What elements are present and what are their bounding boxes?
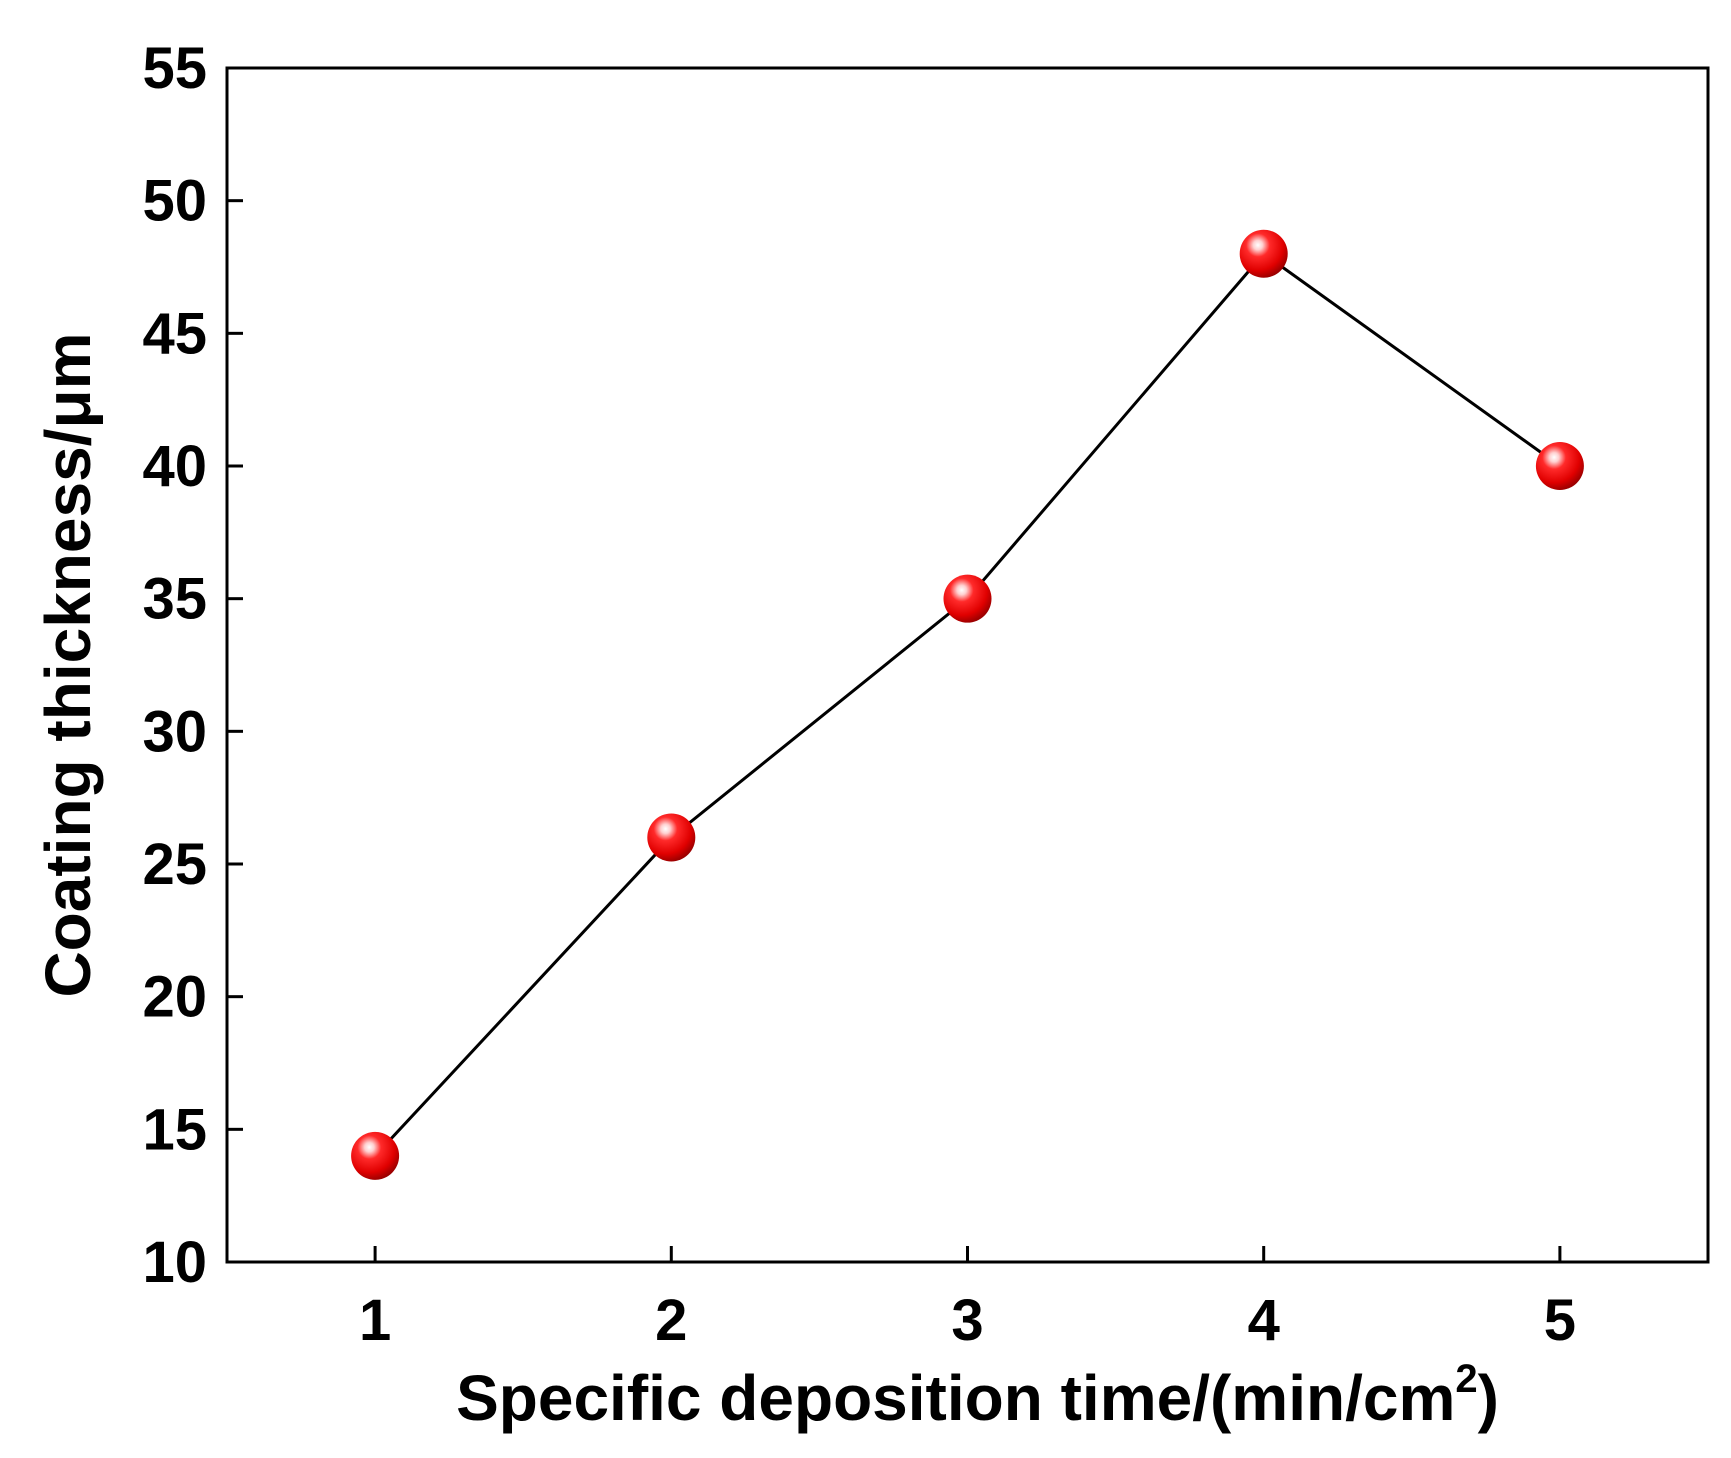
- data-point: [647, 813, 696, 862]
- x-tick-label: 3: [951, 1288, 983, 1353]
- y-tick-label: 40: [142, 434, 207, 499]
- y-tick-label: 35: [142, 567, 207, 632]
- x-tick-label: 5: [1544, 1288, 1576, 1353]
- y-tick-label: 30: [142, 699, 207, 764]
- y-tick-label: 10: [142, 1230, 207, 1295]
- x-tick-label: 4: [1248, 1288, 1280, 1353]
- x-axis-title: Specific deposition time/(min/cm2): [456, 1357, 1499, 1434]
- x-axis-title-main: Specific deposition time/(min/cm: [456, 1362, 1455, 1434]
- data-point: [351, 1131, 400, 1180]
- y-tick-label: 15: [142, 1097, 207, 1162]
- plot-frame: [225, 66, 1710, 1264]
- x-axis-title-end: ): [1478, 1362, 1499, 1434]
- data-point: [1239, 229, 1288, 278]
- data-point: [943, 574, 992, 623]
- y-tick-label: 50: [142, 169, 207, 234]
- axis-labels: Coating thickness/μm Specific deposition…: [32, 332, 1499, 1434]
- y-tick-label: 20: [142, 965, 207, 1030]
- y-axis-title: Coating thickness/μm: [32, 332, 104, 997]
- series-layer: [351, 229, 1584, 1180]
- x-tick-label: 2: [655, 1288, 687, 1353]
- y-tick-label: 55: [142, 36, 207, 101]
- y-tick-label: 45: [142, 301, 207, 366]
- x-axis-title-superscript: 2: [1455, 1357, 1477, 1401]
- x-tick-label: 1: [359, 1288, 391, 1353]
- data-point: [1535, 442, 1584, 490]
- series-line: [374, 251, 1561, 1157]
- y-tick-label: 25: [142, 832, 207, 897]
